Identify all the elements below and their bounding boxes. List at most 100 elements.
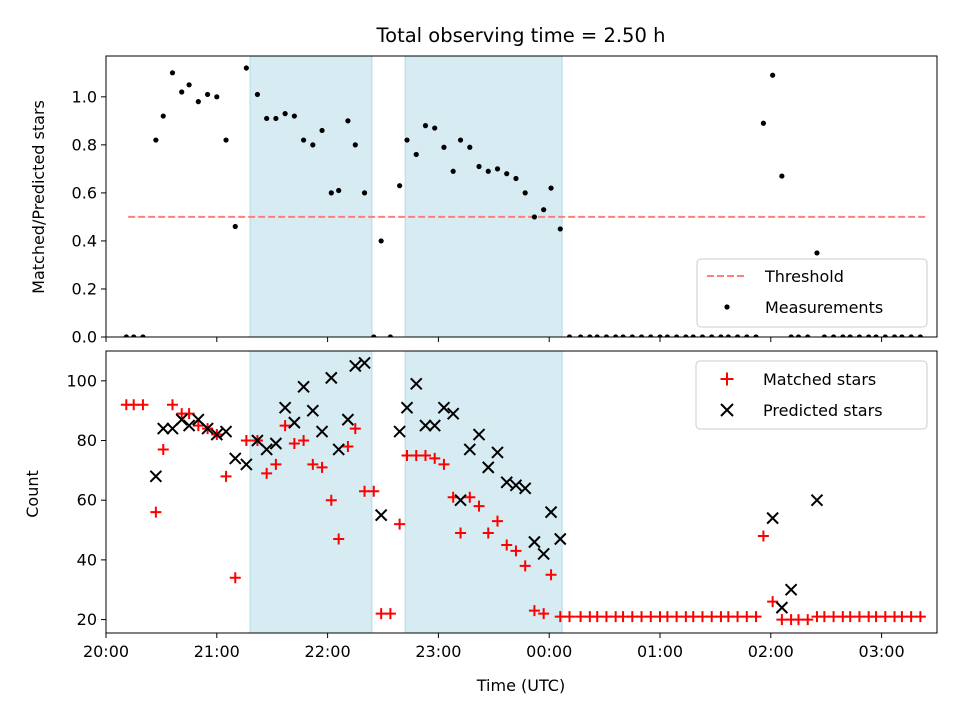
matched-stars-point	[401, 449, 413, 461]
measurements-point	[345, 118, 351, 124]
matched-stars-point	[270, 458, 282, 470]
shaded-band-1-0	[249, 350, 373, 634]
measurements-point	[866, 334, 872, 337]
matched-stars-point	[896, 611, 908, 623]
measurements-point	[485, 168, 491, 174]
measurements-point	[814, 250, 820, 256]
measurements-point	[441, 144, 447, 150]
measurements-point	[638, 334, 645, 337]
predicted-stars-point	[472, 428, 486, 441]
measurements-point	[264, 115, 270, 122]
predicted-stars-point	[374, 508, 388, 522]
measurements-point	[179, 89, 185, 95]
legend-matched-label: Matched stars	[763, 370, 876, 389]
predicted-stars-point	[500, 476, 513, 489]
measurements-point	[153, 137, 159, 143]
matched-stars-point	[316, 461, 328, 473]
predicted-stars-point	[260, 443, 273, 456]
predicted-stars-point	[288, 416, 301, 429]
measurements-point	[648, 334, 654, 337]
matched-stars-point	[696, 611, 708, 623]
measurements-point	[603, 334, 610, 337]
predicted-stars-point	[349, 359, 362, 373]
measurements-point	[566, 334, 573, 337]
predicted-stars-point	[810, 493, 824, 507]
matched-stars-point	[183, 408, 195, 420]
matched-stars-point	[757, 530, 769, 542]
predicted-stars-point	[149, 470, 163, 483]
measurements-point	[404, 137, 410, 143]
axes-frame-1	[105, 350, 938, 634]
bottom-legend-frame	[695, 360, 928, 430]
measurements-point	[541, 207, 547, 213]
matched-stars-point	[671, 611, 683, 623]
measurements-point	[709, 334, 715, 337]
x-tick-label: 02:00	[748, 642, 794, 661]
y-tick-label: 100	[66, 371, 97, 390]
y-tick-label: 40	[77, 550, 97, 569]
y-tick-label: 1.0	[72, 87, 97, 106]
matched-stars-point	[722, 611, 734, 623]
measurements-point	[413, 151, 419, 158]
shaded-band-0-1	[404, 55, 563, 338]
matched-stars-point	[410, 449, 422, 461]
matched-stars-point	[157, 443, 169, 455]
matched-stars-point	[853, 611, 865, 623]
measurements-point	[847, 334, 853, 337]
measurements-point	[795, 334, 802, 337]
matched-stars-point	[349, 423, 361, 435]
measurements-point	[273, 115, 279, 122]
measurements-point	[397, 183, 403, 189]
measurements-point	[577, 334, 584, 337]
matched-stars-point	[288, 438, 300, 450]
predicted-stars-point	[428, 419, 441, 432]
measurements-point	[548, 185, 554, 191]
top-panel: 0.0 0.2 0.4 0.6 0.8 1.0	[72, 55, 938, 347]
predicted-stars-point	[766, 511, 779, 525]
matched-stars-point	[538, 608, 550, 620]
measurements-point	[788, 334, 794, 337]
predicted-stars-point	[269, 437, 283, 450]
matched-stars-point	[564, 611, 576, 623]
predicted-stars-point	[332, 443, 345, 456]
measurements-point	[734, 334, 741, 337]
predicted-stars-point	[182, 419, 196, 432]
measurements-point	[821, 334, 827, 337]
matched-stars-point	[626, 611, 638, 623]
predicted-stars-point	[393, 425, 406, 438]
matched-stars-point	[394, 518, 406, 530]
measurements-point	[140, 334, 146, 337]
matched-stars-point	[137, 399, 149, 411]
matched-stars-point	[491, 515, 503, 527]
measurements-point	[873, 334, 879, 337]
matched-stars-point	[706, 611, 718, 623]
measurements-point	[690, 334, 696, 337]
predicted-stars-point	[554, 532, 567, 546]
measurements-point	[779, 173, 785, 179]
matched-stars-point	[429, 452, 441, 464]
measurements-point	[467, 144, 473, 150]
matched-stars-point	[519, 560, 531, 572]
predicted-stars-point	[528, 535, 541, 549]
matched-stars-point	[732, 611, 744, 623]
matched-stars-point	[661, 611, 673, 623]
measurements-point	[522, 190, 528, 196]
matched-stars-point	[375, 608, 387, 620]
measurements-point	[770, 72, 776, 78]
y-tick-label: 80	[77, 431, 97, 450]
chart-title: Total observing time = 2.50 h	[376, 24, 666, 47]
y-tick-label: 0.0	[72, 328, 97, 347]
x-tick-label: 23:00	[415, 642, 461, 661]
matched-stars-point	[741, 611, 753, 623]
matched-stars-point	[828, 611, 840, 623]
predicted-stars-point	[419, 419, 432, 432]
predicted-stars-point	[437, 401, 451, 414]
measurements-point	[387, 334, 393, 337]
x-tick-label: 22:00	[305, 642, 351, 661]
matched-stars-point	[545, 569, 557, 581]
predicted-stars-point	[157, 422, 170, 435]
x-axis-label: Time (UTC)	[476, 676, 565, 695]
measurements-point	[744, 334, 750, 337]
measurements-point	[371, 334, 377, 337]
